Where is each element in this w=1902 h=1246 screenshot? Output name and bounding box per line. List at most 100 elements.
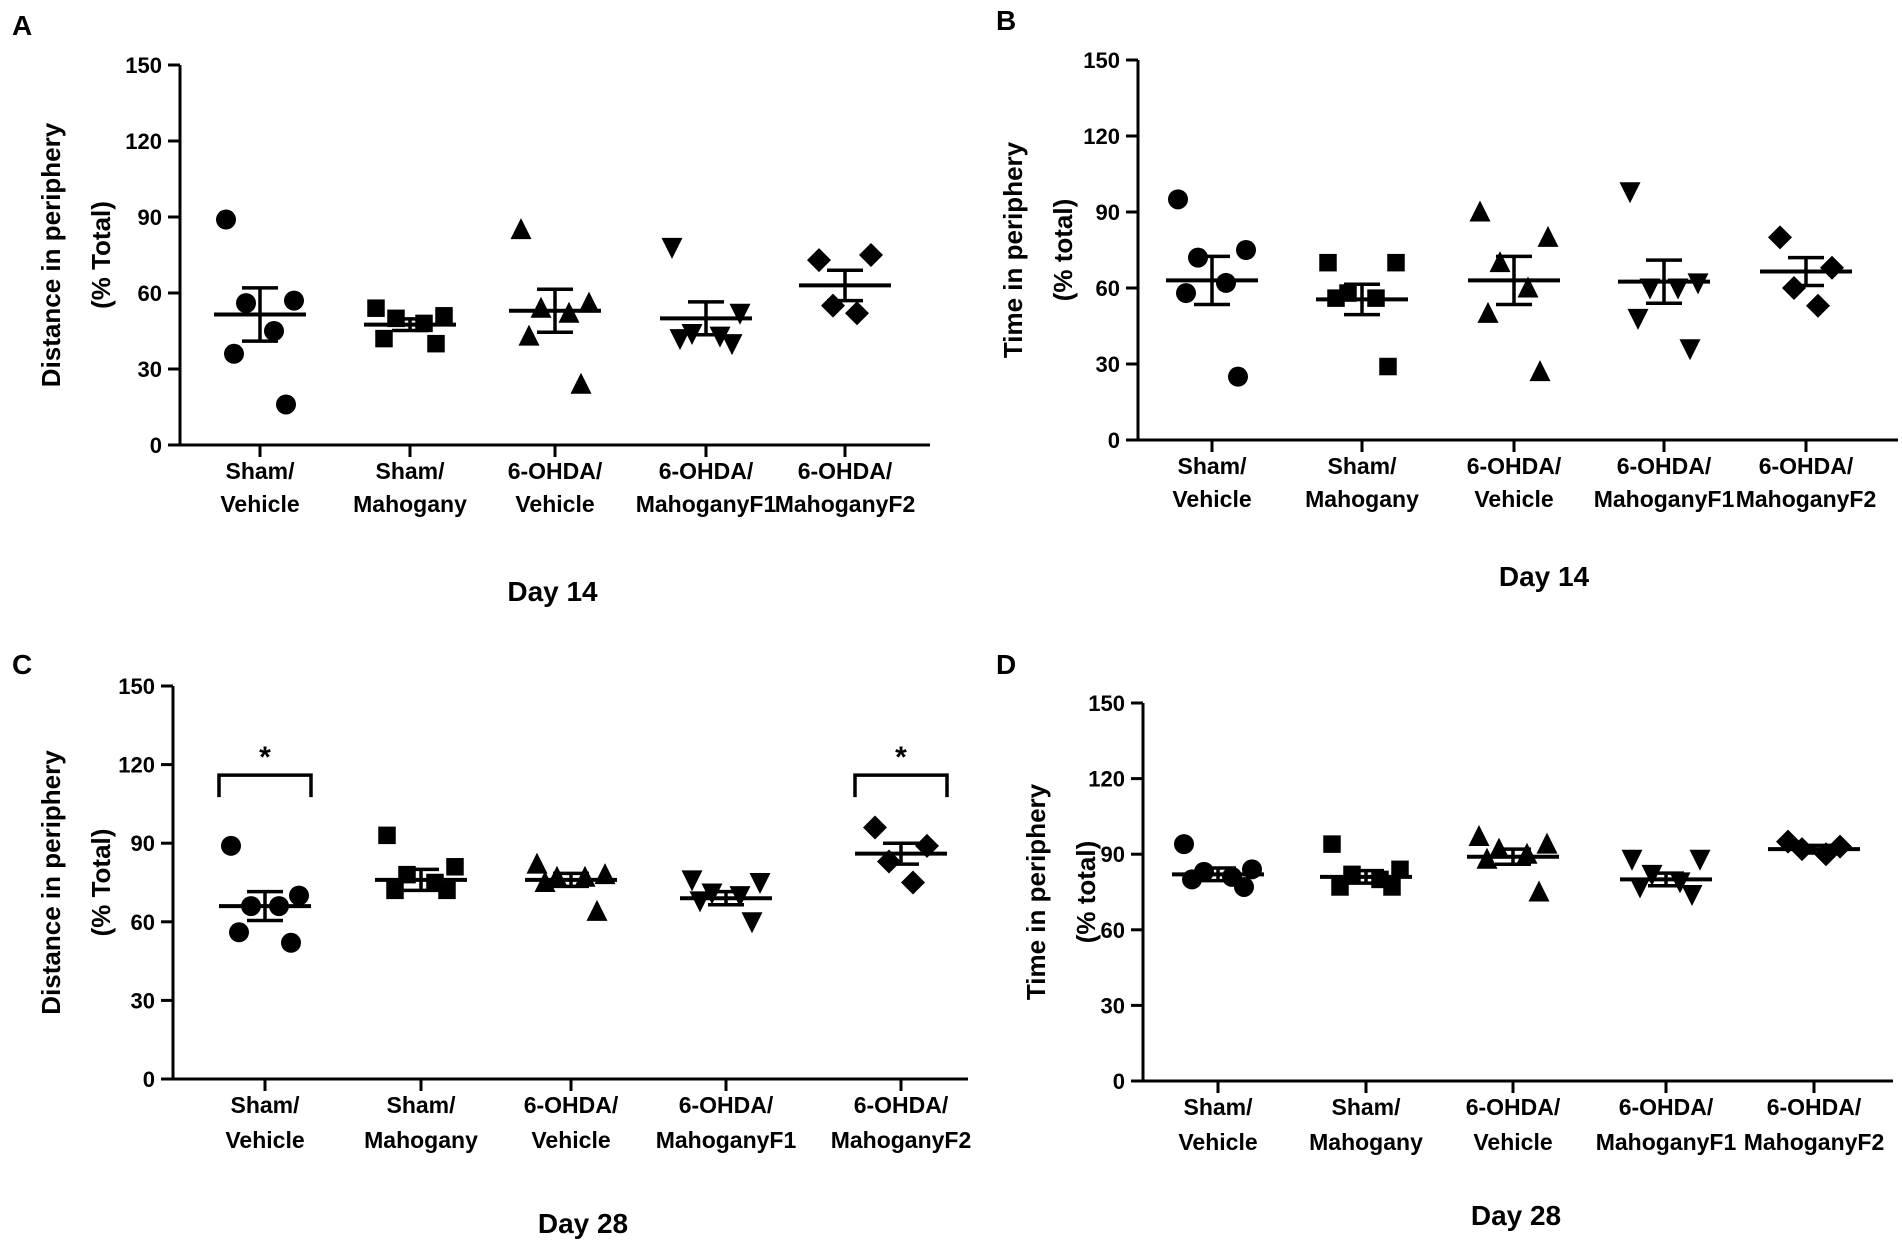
x-tick-label: Sham/ <box>1183 1094 1253 1120</box>
y-axis-title: Time in periphery <box>1021 783 1051 1000</box>
data-point <box>1176 283 1196 304</box>
y-tick-label: 30 <box>1096 352 1120 377</box>
x-axis-title: Day 14 <box>507 576 598 607</box>
x-tick-label: MahoganyF2 <box>775 491 916 517</box>
data-point <box>701 883 723 905</box>
data-point <box>435 307 453 325</box>
x-tick-label: Mahogany <box>1309 1129 1423 1155</box>
x-tick-label: Sham/ <box>230 1092 300 1118</box>
panel-b: B 0 30 60 90 120 150 Sham/Vehicle Sham/Mahogany 6… <box>996 5 1898 592</box>
data-point <box>741 912 763 934</box>
y-axis-title-units: (% total) <box>1071 841 1101 944</box>
x-tick-label: MahoganyF1 <box>1596 1129 1737 1155</box>
data-point <box>1820 255 1844 280</box>
data-point <box>236 293 256 314</box>
data-point <box>578 291 600 313</box>
y-axis-title-units: (% Total) <box>86 829 116 937</box>
data-point <box>749 873 771 894</box>
y-tick-label: 60 <box>131 910 155 935</box>
panel-letter: A <box>12 10 32 41</box>
data-point <box>586 899 608 921</box>
data-point <box>1639 278 1661 300</box>
data-point <box>1621 849 1643 871</box>
data-point <box>661 237 683 259</box>
data-point <box>1806 293 1830 318</box>
data-point <box>1619 182 1641 204</box>
significance-marker: * <box>895 741 907 774</box>
data-point <box>289 885 309 906</box>
data-point <box>446 858 464 876</box>
data-point <box>281 932 301 953</box>
x-tick-label: Vehicle <box>1473 1129 1552 1155</box>
data-point <box>1529 360 1551 382</box>
x-tick-label: Sham/ <box>386 1092 456 1118</box>
data-point <box>1629 877 1651 899</box>
data-point <box>1679 339 1701 361</box>
data-point <box>669 329 691 351</box>
x-tick-label: Vehicle <box>1172 486 1251 512</box>
x-tick-label: MahoganyF1 <box>1594 486 1735 512</box>
y-tick-label: 60 <box>1096 276 1120 301</box>
y-tick-label: 120 <box>118 753 155 778</box>
panel-letter: B <box>996 5 1016 36</box>
y-tick-label: 90 <box>138 205 162 230</box>
x-tick-label: 6-OHDA/ <box>508 458 603 484</box>
data-point <box>1627 308 1649 330</box>
data-point <box>264 321 284 341</box>
data-point <box>1667 278 1689 300</box>
data-point <box>1234 876 1254 897</box>
y-axis-title-units: (% total) <box>1048 199 1078 302</box>
panel-d: D 0 30 60 90 120 150 Sham/Vehicle Sham/Mahogany 6… <box>996 649 1893 1231</box>
significance-bracket <box>217 773 313 798</box>
data-point <box>276 394 296 415</box>
y-tick-label: 150 <box>125 53 162 78</box>
data-point <box>729 303 751 325</box>
y-tick-label: 30 <box>131 988 155 1013</box>
data-point <box>526 852 548 874</box>
data-point <box>1391 860 1409 879</box>
x-tick-label: 6-OHDA/ <box>1759 453 1854 479</box>
data-point <box>1387 253 1405 272</box>
data-point <box>681 870 703 892</box>
data-point <box>1489 251 1511 273</box>
data-point <box>821 293 845 318</box>
data-point <box>518 324 540 346</box>
y-tick-label: 150 <box>118 674 155 699</box>
x-tick-label: Sham/ <box>1177 453 1247 479</box>
x-tick-label: 6-OHDA/ <box>798 458 893 484</box>
x-tick-label: Mahogany <box>353 491 467 517</box>
y-tick-label: 120 <box>1088 767 1125 792</box>
x-axis-title: Day 28 <box>538 1208 628 1239</box>
data-point <box>1323 835 1341 853</box>
data-point <box>1782 276 1806 300</box>
x-tick-label: Sham/ <box>1331 1094 1401 1120</box>
data-point <box>721 334 743 356</box>
data-point <box>1537 225 1559 247</box>
data-point <box>1168 189 1188 210</box>
x-axis-title: Day 14 <box>1499 561 1590 592</box>
y-tick-label: 0 <box>143 1067 155 1092</box>
x-tick-label: 6-OHDA/ <box>1466 1094 1561 1120</box>
data-point <box>438 881 456 900</box>
panel-c: C 0 30 60 90 120 150 Sham/Vehicle Sham/Mahogany 6… <box>12 649 971 1239</box>
data-point <box>221 835 241 856</box>
data-point <box>375 329 393 348</box>
data-point <box>224 343 244 364</box>
data-point <box>1469 200 1491 222</box>
x-tick-label: Vehicle <box>220 491 299 517</box>
x-tick-label: 6-OHDA/ <box>679 1092 774 1118</box>
y-tick-label: 60 <box>1101 918 1125 943</box>
y-tick-label: 90 <box>1096 200 1120 225</box>
y-tick-label: 60 <box>138 281 162 306</box>
y-tick-label: 0 <box>1113 1069 1125 1094</box>
panel-letter: D <box>996 649 1016 680</box>
data-point <box>229 922 249 943</box>
x-tick-label: 6-OHDA/ <box>1467 453 1562 479</box>
x-tick-label: Mahogany <box>364 1127 478 1153</box>
data-point <box>284 290 304 311</box>
panel-letter: C <box>12 649 32 680</box>
data-point <box>1689 849 1711 871</box>
data-point <box>216 209 236 230</box>
data-point <box>1516 842 1538 864</box>
